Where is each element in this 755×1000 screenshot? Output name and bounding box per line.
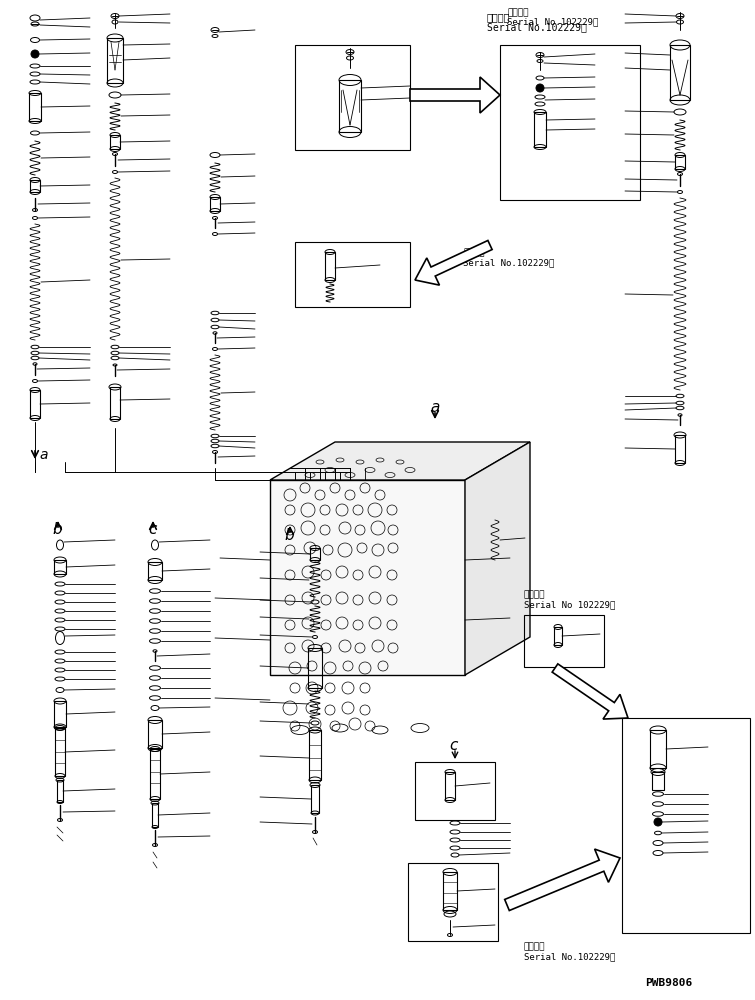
Bar xyxy=(152,803,158,827)
Bar xyxy=(107,38,123,83)
Bar xyxy=(445,772,455,800)
Text: a: a xyxy=(430,400,439,416)
Text: Serial No.102229～: Serial No.102229～ xyxy=(487,22,587,32)
Polygon shape xyxy=(410,77,500,113)
Bar xyxy=(54,701,66,727)
Text: b: b xyxy=(284,528,294,542)
Polygon shape xyxy=(504,849,620,911)
Bar xyxy=(55,728,65,776)
Bar xyxy=(310,548,320,560)
Text: 適用号機: 適用号機 xyxy=(524,942,546,951)
Polygon shape xyxy=(270,480,465,675)
Bar xyxy=(148,720,162,748)
Text: b: b xyxy=(52,522,62,538)
Text: 適用号機: 適用号機 xyxy=(524,590,546,599)
Bar xyxy=(110,135,120,149)
Bar xyxy=(295,45,410,150)
Polygon shape xyxy=(270,442,530,480)
Bar xyxy=(54,560,66,574)
Bar xyxy=(415,762,495,820)
Bar xyxy=(150,749,160,799)
Bar xyxy=(408,863,498,941)
Bar xyxy=(622,718,750,933)
Text: c: c xyxy=(148,522,156,538)
Circle shape xyxy=(654,818,662,826)
Circle shape xyxy=(31,50,39,58)
Bar xyxy=(524,615,604,667)
Bar xyxy=(30,180,40,192)
Bar xyxy=(325,252,335,280)
Text: 適用号機: 適用号機 xyxy=(463,248,485,257)
Bar xyxy=(110,387,120,419)
Bar xyxy=(295,242,410,307)
Bar xyxy=(443,872,457,910)
Bar xyxy=(311,785,319,813)
Bar xyxy=(30,390,40,418)
Text: 適用号機: 適用号機 xyxy=(487,12,510,22)
Polygon shape xyxy=(552,664,628,719)
Bar xyxy=(210,197,220,211)
Bar xyxy=(675,155,685,169)
Bar xyxy=(670,45,690,100)
Text: c: c xyxy=(449,738,458,752)
Bar xyxy=(500,45,640,200)
Bar xyxy=(650,730,666,768)
Bar xyxy=(554,627,562,645)
Text: 適用号機: 適用号機 xyxy=(507,8,528,17)
Bar xyxy=(148,562,162,580)
Bar xyxy=(675,435,685,463)
Bar xyxy=(652,772,664,790)
Text: Serial No.102229～: Serial No.102229～ xyxy=(507,17,599,26)
Text: Serial No.102229～: Serial No.102229～ xyxy=(524,952,615,961)
Bar xyxy=(308,648,322,688)
Polygon shape xyxy=(415,240,492,285)
Text: Serial No 102229～: Serial No 102229～ xyxy=(524,600,615,609)
Bar xyxy=(339,80,361,132)
Circle shape xyxy=(536,84,544,92)
Text: PWB9806: PWB9806 xyxy=(645,978,692,988)
Polygon shape xyxy=(465,442,530,675)
Bar xyxy=(29,93,41,121)
Text: Serial No.102229～: Serial No.102229～ xyxy=(463,258,554,267)
Text: a: a xyxy=(39,448,48,462)
Bar xyxy=(534,112,546,147)
Bar xyxy=(309,730,321,780)
Bar xyxy=(57,780,63,802)
